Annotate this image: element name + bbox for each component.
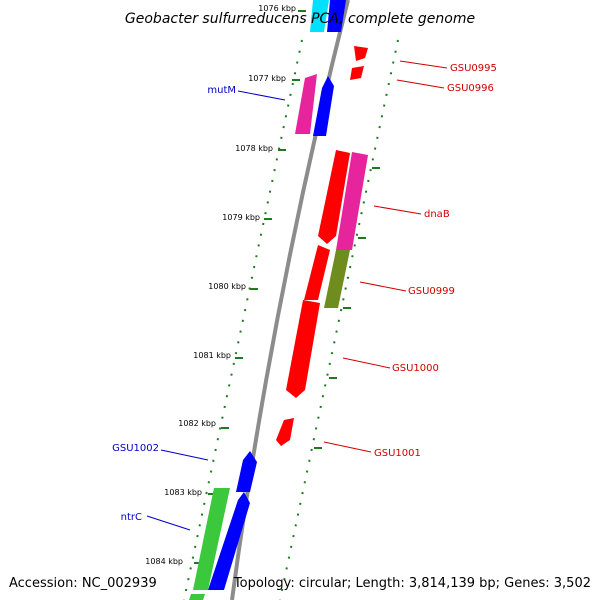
tick-label: 1076 kbp: [258, 4, 296, 13]
inner-dotted-guide: [183, 39, 303, 600]
gene-gsu1002: [236, 451, 257, 492]
tick-marks: [194, 10, 380, 564]
accession-text: Accession: NC_002939: [9, 576, 157, 591]
gene-dnab-magenta: [336, 152, 368, 250]
gene-green-bottom: [189, 594, 205, 600]
gene-label-ntrc[interactable]: ntrC: [121, 512, 142, 523]
gene-gsu0996: [350, 66, 364, 80]
gene-label-gsu1000[interactable]: GSU1000: [392, 363, 439, 374]
gene-blue-lower: [208, 492, 250, 590]
tick-label: 1083 kbp: [164, 488, 202, 497]
gene-gsu0995: [354, 46, 368, 61]
outer-dotted-guide: [279, 39, 399, 600]
gene-ntrc: [193, 488, 230, 590]
tick-label: 1079 kbp: [222, 213, 260, 222]
gene-gsu1001: [276, 418, 294, 446]
gene-label-gsu0996[interactable]: GSU0996: [447, 83, 494, 94]
gene-label-mutm[interactable]: mutM: [207, 85, 236, 96]
tick-label: 1081 kbp: [193, 351, 231, 360]
gene-label-dnab[interactable]: dnaB: [424, 209, 450, 220]
tick-label: 1082 kbp: [178, 419, 216, 428]
gene-label-gsu0995[interactable]: GSU0995: [450, 63, 497, 74]
gene-gsu1000: [286, 300, 320, 398]
gene-cyan: [310, 0, 329, 32]
topology-text: Topology: circular; Length: 3,814,139 bp…: [233, 576, 591, 591]
gene-features: [189, 0, 368, 600]
gene-label-gsu0999[interactable]: GSU0999: [408, 286, 455, 297]
gene-gsu0999: [324, 250, 350, 308]
label-leaders: [146, 60, 448, 531]
gene-red-large-1: [318, 150, 350, 244]
tick-label: 1078 kbp: [235, 144, 273, 153]
map-title: Geobacter sulfurreducens PCA, complete g…: [125, 11, 475, 27]
tick-label: 1084 kbp: [145, 557, 183, 566]
gene-red-large-2: [304, 245, 330, 300]
gene-mutm-magenta: [295, 74, 317, 134]
tick-label: 1077 kbp: [248, 74, 286, 83]
tick-label: 1080 kbp: [208, 282, 246, 291]
gene-blue: [327, 0, 346, 32]
gene-mutm-blue: [313, 76, 334, 136]
gene-label-gsu1002[interactable]: GSU1002: [112, 443, 159, 454]
gene-label-gsu1001[interactable]: GSU1001: [374, 448, 421, 459]
